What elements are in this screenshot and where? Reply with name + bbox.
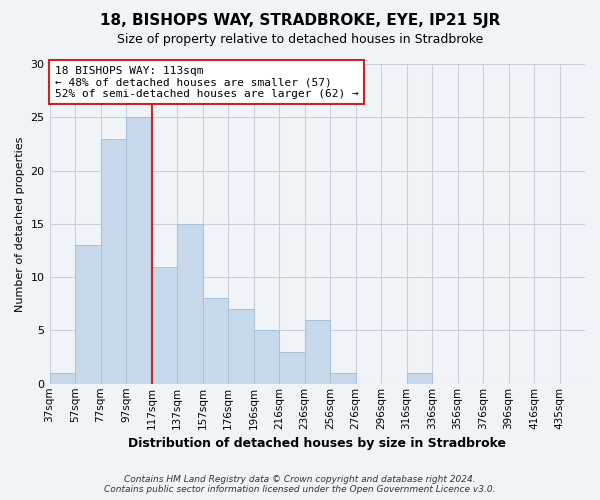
Bar bbox=[152, 266, 177, 384]
Bar bbox=[279, 352, 305, 384]
Text: Contains HM Land Registry data © Crown copyright and database right 2024.
Contai: Contains HM Land Registry data © Crown c… bbox=[104, 474, 496, 494]
Bar bbox=[101, 138, 126, 384]
Bar bbox=[254, 330, 279, 384]
Bar bbox=[75, 245, 101, 384]
Bar bbox=[50, 373, 75, 384]
Text: 18 BISHOPS WAY: 113sqm
← 48% of detached houses are smaller (57)
52% of semi-det: 18 BISHOPS WAY: 113sqm ← 48% of detached… bbox=[55, 66, 359, 99]
Bar bbox=[407, 373, 432, 384]
Text: Size of property relative to detached houses in Stradbroke: Size of property relative to detached ho… bbox=[117, 32, 483, 46]
Bar bbox=[203, 298, 228, 384]
Text: 18, BISHOPS WAY, STRADBROKE, EYE, IP21 5JR: 18, BISHOPS WAY, STRADBROKE, EYE, IP21 5… bbox=[100, 12, 500, 28]
X-axis label: Distribution of detached houses by size in Stradbroke: Distribution of detached houses by size … bbox=[128, 437, 506, 450]
Bar bbox=[177, 224, 203, 384]
Bar bbox=[305, 320, 330, 384]
Bar bbox=[228, 309, 254, 384]
Y-axis label: Number of detached properties: Number of detached properties bbox=[15, 136, 25, 312]
Bar bbox=[126, 118, 152, 384]
Bar bbox=[330, 373, 356, 384]
